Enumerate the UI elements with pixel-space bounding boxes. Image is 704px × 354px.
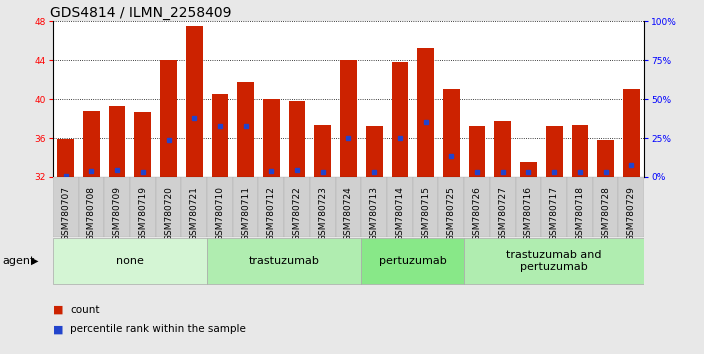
Text: GSM780722: GSM780722 [293,186,301,241]
Bar [464,238,644,284]
Bar [469,126,485,177]
Text: GSM780724: GSM780724 [344,186,353,241]
Bar [439,177,464,237]
Text: GSM780718: GSM780718 [575,186,584,241]
Bar [207,177,233,237]
Bar [593,177,618,237]
Bar [391,62,408,177]
Text: percentile rank within the sample: percentile rank within the sample [70,324,246,334]
Bar [623,89,640,177]
Text: GSM780720: GSM780720 [164,186,173,241]
Text: GDS4814 / ILMN_2258409: GDS4814 / ILMN_2258409 [50,6,232,20]
Text: GSM780707: GSM780707 [61,186,70,241]
Bar [366,126,382,177]
Text: trastuzumab and
pertuzumab: trastuzumab and pertuzumab [506,250,602,272]
Text: GSM780725: GSM780725 [447,186,455,241]
Text: ■: ■ [53,324,63,334]
Text: GSM780719: GSM780719 [138,186,147,241]
Bar [130,177,156,237]
Text: GSM780716: GSM780716 [524,186,533,241]
Bar [284,177,310,237]
Text: GSM780711: GSM780711 [241,186,250,241]
Text: GSM780729: GSM780729 [627,186,636,241]
Bar [156,177,182,237]
Bar [79,177,104,237]
Text: ▶: ▶ [31,256,39,266]
Bar [515,177,541,237]
Bar [237,82,254,177]
Bar [494,121,511,177]
Bar [263,99,279,177]
Bar [361,177,387,237]
Bar [207,238,361,284]
Text: GSM780726: GSM780726 [472,186,482,241]
Bar [567,177,593,237]
Bar [315,125,331,177]
Text: GSM780710: GSM780710 [215,186,225,241]
Text: GSM780714: GSM780714 [396,186,404,241]
Bar [520,162,537,177]
Bar [413,177,439,237]
Bar [443,89,460,177]
Bar [83,111,100,177]
Bar [541,177,567,237]
Bar [160,60,177,177]
Bar [417,48,434,177]
Bar [53,238,207,284]
Bar [108,106,125,177]
Text: GSM780713: GSM780713 [370,186,379,241]
Text: GSM780712: GSM780712 [267,186,276,241]
Bar [289,101,306,177]
Text: pertuzumab: pertuzumab [379,256,446,266]
Text: GSM780721: GSM780721 [189,186,199,241]
Bar [104,177,130,237]
Bar [546,126,562,177]
Bar [597,140,614,177]
Text: GSM780717: GSM780717 [550,186,559,241]
Bar [134,112,151,177]
Bar [387,177,413,237]
Text: GSM780728: GSM780728 [601,186,610,241]
Text: GSM780727: GSM780727 [498,186,508,241]
Text: agent: agent [2,256,34,266]
Text: GSM780715: GSM780715 [421,186,430,241]
Bar [258,177,284,237]
Text: GSM780708: GSM780708 [87,186,96,241]
Bar [464,177,490,237]
Bar [490,177,515,237]
Bar [233,177,258,237]
Bar [618,177,644,237]
Text: GSM780709: GSM780709 [113,186,122,241]
Text: none: none [116,256,144,266]
Bar [57,139,74,177]
Bar [340,60,357,177]
Bar [336,177,361,237]
Text: ■: ■ [53,305,63,315]
Bar [572,125,589,177]
Bar [53,177,79,237]
Bar [186,26,203,177]
Text: GSM780723: GSM780723 [318,186,327,241]
Bar [212,94,228,177]
Bar [182,177,207,237]
Bar [310,177,336,237]
Bar [361,238,464,284]
Text: trastuzumab: trastuzumab [249,256,320,266]
Text: count: count [70,305,100,315]
